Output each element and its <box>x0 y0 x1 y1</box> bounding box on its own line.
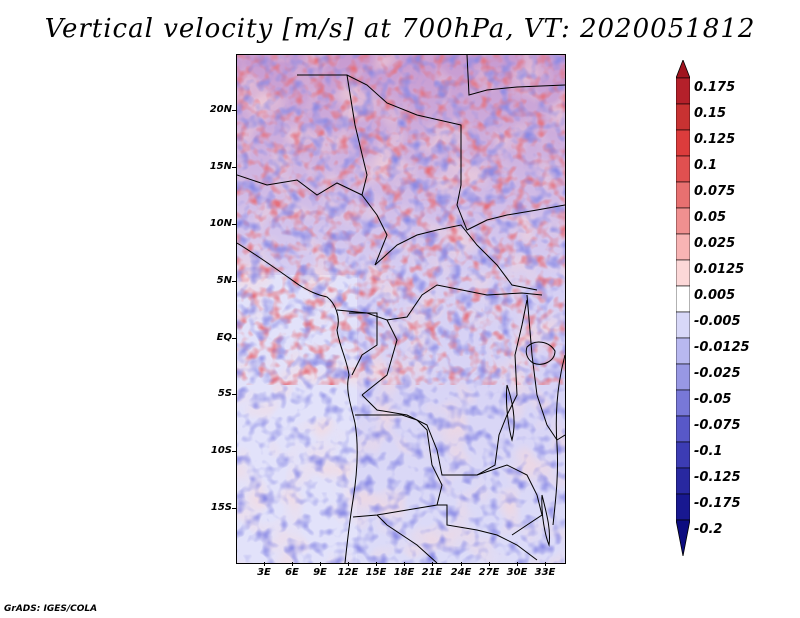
colorbar-top-arrow <box>676 60 690 79</box>
colorbar-segment-7 <box>676 259 690 287</box>
colorbar-segment-9 <box>676 311 690 339</box>
tick-left-10S <box>232 451 237 452</box>
colorbar-label-7: 0.0125 <box>694 262 745 277</box>
colorbar-segment-4 <box>676 181 690 209</box>
field-texture-blue <box>237 55 565 563</box>
lat-label-15N: 15N <box>209 161 232 172</box>
tick-bottom-9E <box>320 562 321 566</box>
colorbar-bottom-arrow <box>676 519 690 556</box>
tick-left-10N <box>232 224 237 225</box>
country-borders <box>237 55 565 563</box>
lat-label-20N: 20N <box>209 104 232 115</box>
coastline-east <box>552 354 565 526</box>
border-7 <box>361 319 398 396</box>
colorbar-label-2: 0.125 <box>694 132 736 147</box>
colorbar-label-1: 0.15 <box>694 106 727 121</box>
colorbar-segment-11 <box>676 363 690 391</box>
colorbar-label-9: -0.005 <box>694 314 741 329</box>
lat-label-15S: 15S <box>210 502 232 513</box>
colorbar-segment-15 <box>676 467 690 495</box>
border-13 <box>376 514 438 563</box>
lat-label-10S: 10S <box>210 445 232 456</box>
colorbar-label-3: 0.1 <box>694 158 718 173</box>
lon-label-9E: 9E <box>313 567 327 578</box>
colorbar-segment-8 <box>676 285 690 313</box>
tick-bottom-18E <box>404 562 405 566</box>
border-4 <box>374 224 538 291</box>
colorbar-label-8: 0.005 <box>694 288 736 303</box>
border-6 <box>349 312 378 376</box>
lake-victoria <box>525 341 556 365</box>
tick-bottom-3E <box>264 562 265 566</box>
colorbar-segment-1 <box>676 103 690 131</box>
border-12 <box>526 294 565 441</box>
velocity-field-map <box>237 55 565 563</box>
colorbar-label-13: -0.075 <box>694 418 741 433</box>
tick-bottom-24E <box>461 562 462 566</box>
colorbar-segment-13 <box>676 415 690 443</box>
coastline-west <box>237 242 358 563</box>
colorbar-label-4: 0.075 <box>694 184 736 199</box>
lon-label-27E: 27E <box>478 567 500 578</box>
colorbar-label-16: -0.175 <box>694 496 741 511</box>
grads-credit: GrADS: IGES/COLA <box>4 604 98 614</box>
lon-label-18E: 18E <box>393 567 415 578</box>
tick-bottom-30E <box>517 562 518 566</box>
plot-title: Vertical velocity [m/s] at 700hPa, VT: 2… <box>44 14 756 44</box>
border-10 <box>437 504 538 561</box>
colorbar-segment-14 <box>676 441 690 469</box>
border-3 <box>237 174 363 196</box>
tick-bottom-6E <box>292 562 293 566</box>
lon-label-30E: 30E <box>506 567 528 578</box>
colorbar-segment-12 <box>676 389 690 417</box>
colorbar-segment-6 <box>676 233 690 261</box>
colorbar-label-15: -0.125 <box>694 470 741 485</box>
tick-bottom-21E <box>432 562 433 566</box>
lake-tanganyika <box>506 384 515 442</box>
colorbar-segment-5 <box>676 207 690 235</box>
tick-left-15N <box>232 167 237 168</box>
colorbar-segment-16 <box>676 493 690 521</box>
border-1 <box>297 74 565 231</box>
border-14 <box>466 55 565 96</box>
colorbar <box>676 60 690 556</box>
lon-label-15E: 15E <box>365 567 387 578</box>
colorbar-label-6: 0.025 <box>694 236 736 251</box>
tick-left-15S <box>232 508 237 509</box>
lon-label-24E: 24E <box>450 567 472 578</box>
colorbar-label-10: -0.0125 <box>694 340 750 355</box>
tick-left-EQ <box>232 338 237 339</box>
lat-label-5N: 5N <box>216 275 232 286</box>
colorbar-segment-3 <box>676 155 690 183</box>
colorbar-label-12: -0.05 <box>694 392 732 407</box>
tick-left-5S <box>232 394 237 395</box>
lon-label-3E: 3E <box>257 567 271 578</box>
lon-label-6E: 6E <box>285 567 299 578</box>
colorbar-segment-10 <box>676 337 690 365</box>
lat-label-EQ: EQ <box>216 332 232 343</box>
colorbar-segment-2 <box>676 129 690 157</box>
border-9 <box>352 414 443 518</box>
colorbar-label-14: -0.1 <box>694 444 723 459</box>
lon-label-33E: 33E <box>534 567 556 578</box>
tick-bottom-15E <box>376 562 377 566</box>
colorbar-label-0: 0.175 <box>694 80 736 95</box>
colorbar-label-5: 0.05 <box>694 210 727 225</box>
lake-malawi <box>541 494 550 547</box>
colorbar-label-11: -0.025 <box>694 366 741 381</box>
tick-bottom-27E <box>489 562 490 566</box>
lon-label-21E: 21E <box>421 567 443 578</box>
lon-label-12E: 12E <box>337 567 359 578</box>
colorbar-segment-0 <box>676 77 690 105</box>
tick-left-5N <box>232 281 237 282</box>
map-panel <box>236 54 566 564</box>
tick-left-20N <box>232 110 237 111</box>
lat-label-10N: 10N <box>209 218 232 229</box>
border-11 <box>476 464 543 536</box>
colorbar-label-17: -0.2 <box>694 522 723 537</box>
lat-label-5S: 5S <box>217 388 232 399</box>
tick-bottom-33E <box>545 562 546 566</box>
tick-bottom-12E <box>348 562 349 566</box>
